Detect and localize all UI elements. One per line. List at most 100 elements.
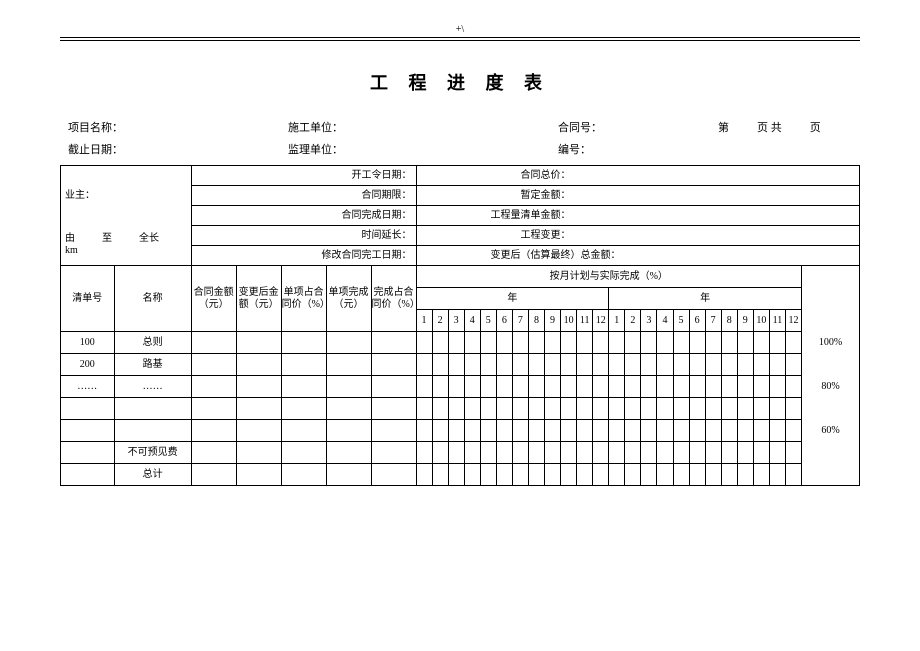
month-cell xyxy=(561,420,577,442)
month-cell xyxy=(609,332,625,354)
row-cell xyxy=(191,354,236,376)
month-cell xyxy=(689,442,705,464)
month-cell xyxy=(464,420,480,442)
month-cell xyxy=(496,376,512,398)
m-4a: 4 xyxy=(464,310,480,332)
month-cell xyxy=(577,354,593,376)
page-lbl-c: 页 xyxy=(810,119,821,135)
row-id xyxy=(61,464,115,486)
m-10b: 10 xyxy=(753,310,769,332)
month-cell xyxy=(753,354,769,376)
row-name: 总计 xyxy=(114,464,191,486)
month-cell xyxy=(496,442,512,464)
month-cell xyxy=(416,420,432,442)
month-cell xyxy=(753,464,769,486)
month-cell xyxy=(577,442,593,464)
month-cell xyxy=(609,464,625,486)
length-label: 全长 xyxy=(139,233,159,244)
m-11a: 11 xyxy=(577,310,593,332)
m-1a: 1 xyxy=(416,310,432,332)
progress-table: 业主： 开工令日期： 合同总价： 合同期限： 暂定金额： 合同完成日期： 工程量… xyxy=(60,165,860,486)
month-cell xyxy=(528,354,544,376)
year2: 年 xyxy=(609,288,802,310)
month-cell xyxy=(721,354,737,376)
month-cell xyxy=(416,398,432,420)
time-ext-cell: 时间延长： xyxy=(191,226,416,246)
pct-scale-cell xyxy=(802,398,860,420)
pct-scale-cell xyxy=(802,442,860,464)
row-cell xyxy=(191,332,236,354)
row-cell xyxy=(191,464,236,486)
construction-unit-label: 施工单位： xyxy=(288,119,343,135)
month-cell xyxy=(625,442,641,464)
m-7a: 7 xyxy=(512,310,528,332)
row-cell xyxy=(281,376,326,398)
row-id xyxy=(61,420,115,442)
row-cell xyxy=(371,464,416,486)
row-cell xyxy=(236,420,281,442)
row-name: 不可预见费 xyxy=(114,442,191,464)
month-cell xyxy=(737,420,753,442)
month-cell xyxy=(609,442,625,464)
month-cell xyxy=(769,420,785,442)
month-cell xyxy=(785,398,801,420)
row-name xyxy=(114,398,191,420)
meta-row-1: 项目名称： 施工单位： 合同号： 第 页 共 页 xyxy=(60,119,860,135)
month-cell xyxy=(561,398,577,420)
row-id xyxy=(61,442,115,464)
page-indicator: 第 页 共 页 xyxy=(718,119,852,135)
month-cell xyxy=(480,354,496,376)
row-cell xyxy=(281,398,326,420)
row-cell xyxy=(326,442,371,464)
month-cell xyxy=(496,354,512,376)
project-name-label: 项目名称： xyxy=(68,119,123,135)
col-changed-amt: 变更后金额（元） xyxy=(236,266,281,332)
m-1b: 1 xyxy=(609,310,625,332)
row-cell xyxy=(191,376,236,398)
km-label: km xyxy=(65,245,78,256)
month-cell xyxy=(496,332,512,354)
month-cell xyxy=(673,354,689,376)
after-change-cell: 变更后（估算最终）总金额： xyxy=(416,246,859,266)
month-cell xyxy=(785,354,801,376)
month-cell xyxy=(480,420,496,442)
month-cell xyxy=(432,354,448,376)
month-cell xyxy=(769,464,785,486)
boq-cell: 工程量清单金额： xyxy=(416,206,859,226)
col-contract-amt: 合同金额（元） xyxy=(191,266,236,332)
month-cell xyxy=(641,376,657,398)
month-cell xyxy=(545,332,561,354)
row-cell xyxy=(326,354,371,376)
month-cell xyxy=(721,376,737,398)
month-cell xyxy=(512,354,528,376)
month-cell xyxy=(528,464,544,486)
rule-top-1 xyxy=(60,37,860,38)
month-cell xyxy=(545,398,561,420)
month-cell xyxy=(705,376,721,398)
owner-cell: 业主： xyxy=(61,166,192,226)
row-cell xyxy=(371,442,416,464)
row-cell xyxy=(281,354,326,376)
month-cell xyxy=(545,376,561,398)
header-mark: +\ xyxy=(60,20,860,37)
month-cell xyxy=(673,398,689,420)
month-cell xyxy=(769,442,785,464)
month-cell xyxy=(464,442,480,464)
month-cell xyxy=(545,420,561,442)
row-cell xyxy=(281,442,326,464)
boq-label: 工程量清单金额： xyxy=(421,210,571,221)
month-cell xyxy=(496,464,512,486)
month-cell xyxy=(705,420,721,442)
month-cell xyxy=(689,332,705,354)
m-9b: 9 xyxy=(737,310,753,332)
contract-total-cell: 合同总价： xyxy=(416,166,859,186)
month-cell xyxy=(657,376,673,398)
month-cell xyxy=(512,332,528,354)
month-cell xyxy=(625,420,641,442)
month-cell xyxy=(545,354,561,376)
m-7b: 7 xyxy=(705,310,721,332)
month-cell xyxy=(657,420,673,442)
month-cell xyxy=(464,376,480,398)
month-cell xyxy=(785,464,801,486)
page-title: 工 程 进 度 表 xyxy=(60,69,860,95)
